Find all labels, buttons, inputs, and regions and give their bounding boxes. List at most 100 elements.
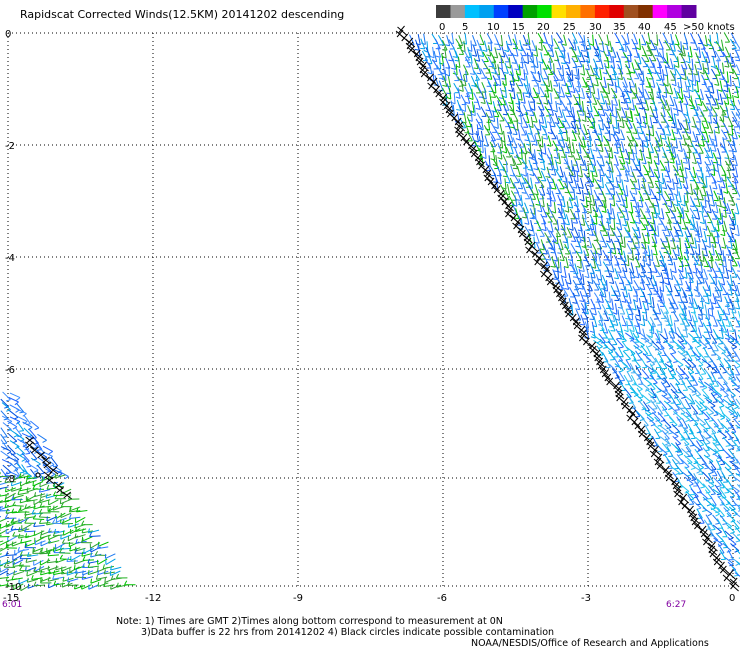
- wind-barb: [648, 254, 651, 266]
- wind-barb: [561, 65, 565, 77]
- legend-swatch: [681, 5, 697, 18]
- wind-barb-flag: [467, 61, 473, 64]
- wind-barb: [565, 214, 570, 225]
- wind-barb: [9, 410, 19, 418]
- edge-barb: [542, 266, 553, 276]
- wind-barb: [619, 303, 626, 315]
- edge-barb: [545, 278, 556, 288]
- legend-swatch: [450, 5, 466, 18]
- wind-barb: [714, 261, 721, 272]
- wind-barb-flag: [478, 127, 484, 131]
- wind-barb-flag: [688, 192, 693, 196]
- wind-barb: [708, 386, 718, 395]
- wind-barb: [713, 236, 717, 248]
- wind-barb: [661, 442, 670, 452]
- wind-barb-flag: [728, 537, 734, 541]
- wind-barb-flag: [623, 349, 629, 352]
- wind-barb: [574, 201, 581, 212]
- wind-barb-flag: [517, 49, 523, 52]
- edge-barb: [719, 566, 729, 576]
- wind-barb-flag: [553, 85, 558, 87]
- wind-barb-flag: [435, 55, 441, 58]
- edge-barb: [418, 66, 429, 76]
- wind-barb: [556, 123, 564, 134]
- wind-barb: [563, 232, 568, 243]
- wind-barb-flag: [566, 95, 572, 98]
- wind-barb: [595, 274, 601, 285]
- wind-barb-flag: [680, 373, 685, 376]
- wind-barb: [567, 86, 572, 98]
- wind-barb-flag: [722, 229, 727, 232]
- wind-barb: [589, 224, 594, 236]
- wind-barb: [567, 52, 571, 64]
- wind-barb: [434, 75, 439, 86]
- wind-barb: [673, 226, 680, 237]
- wind-barb: [669, 314, 673, 326]
- wind-barb: [572, 32, 578, 44]
- wind-barb: [588, 285, 591, 297]
- wind-barb-flag: [547, 108, 553, 111]
- edge-barb: [713, 553, 721, 562]
- edge-barb: [557, 294, 567, 304]
- wind-barb: [644, 250, 647, 262]
- wind-barb-flag: [458, 89, 464, 92]
- wind-barb: [684, 442, 692, 452]
- edge-barb: [589, 345, 597, 354]
- edge-barb: [470, 149, 478, 158]
- wind-barb: [666, 446, 674, 457]
- wind-barb-flag: [545, 175, 551, 179]
- wind-barb: [693, 311, 698, 322]
- wind-barb-flag: [550, 265, 556, 268]
- wind-barb-flag: [718, 343, 723, 345]
- wind-barb: [679, 248, 684, 260]
- wind-barb: [625, 98, 630, 110]
- wind-barb: [597, 195, 604, 207]
- wind-barb: [626, 393, 634, 404]
- wind-barb: [611, 310, 616, 322]
- wind-barb-flag: [726, 140, 732, 142]
- wind-barb-flag: [681, 143, 687, 146]
- edge-barb: [643, 434, 653, 444]
- wind-barb: [676, 344, 686, 353]
- wind-barb: [568, 137, 571, 149]
- wind-barb: [569, 208, 576, 220]
- wind-barb: [2, 391, 11, 401]
- wind-barb: [560, 274, 565, 286]
- wind-barb: [560, 224, 567, 235]
- wind-barb-flag: [699, 144, 705, 147]
- wind-barb-flag: [622, 224, 627, 227]
- wind-barb-flag: [678, 462, 684, 465]
- wind-barb: [662, 46, 665, 58]
- wind-barb: [691, 375, 699, 386]
- wind-barb: [488, 68, 493, 80]
- wind-barb: [684, 242, 690, 254]
- wind-barb: [22, 444, 31, 454]
- wind-barb: [565, 130, 569, 142]
- legend-swatch: [652, 5, 668, 18]
- edge-barb: [476, 157, 483, 166]
- wind-barb-flag: [720, 283, 725, 286]
- wind-barb: [674, 446, 684, 455]
- wind-barb-flag: [603, 109, 609, 112]
- wind-barb: [696, 369, 704, 380]
- wind-barb: [659, 400, 668, 410]
- edge-barb: [406, 37, 414, 46]
- wind-barb: [548, 112, 552, 124]
- wind-barb-flag: [506, 66, 511, 69]
- wind-barb: [678, 398, 686, 409]
- wind-barb-flag: [699, 181, 704, 185]
- wind-barb: [644, 364, 655, 372]
- wind-barb: [480, 106, 487, 117]
- wind-barb: [699, 189, 704, 201]
- wind-barb-flag: [12, 501, 16, 506]
- wind-barb-flag: [554, 122, 560, 124]
- wind-barb: [583, 208, 587, 220]
- wind-barb: [653, 423, 663, 432]
- wind-barb: [653, 428, 661, 439]
- wind-barb: [732, 243, 739, 254]
- wind-barb: [476, 131, 479, 143]
- wind-barb: [649, 166, 655, 177]
- wind-barb-flag: [728, 438, 733, 441]
- wind-barb: [528, 83, 532, 95]
- wind-barb: [607, 219, 610, 231]
